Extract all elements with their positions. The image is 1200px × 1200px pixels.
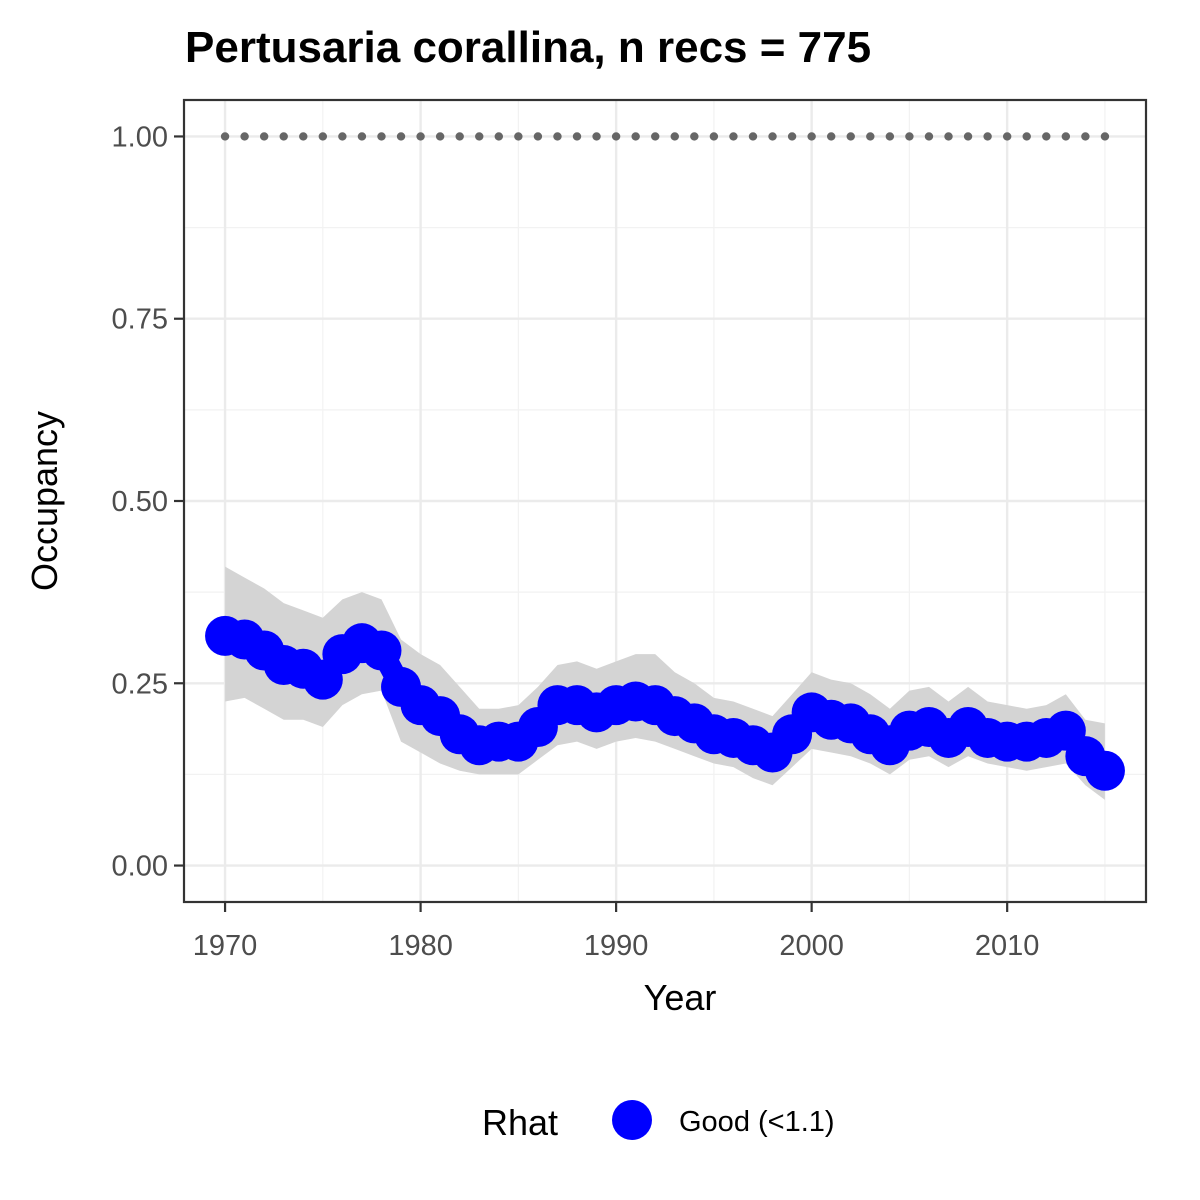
reference-dot: [279, 132, 288, 141]
reference-dot: [1002, 132, 1012, 141]
y-tick-label: 0.00: [112, 851, 168, 883]
reference-dot: [533, 132, 543, 141]
reference-dot: [416, 132, 425, 141]
reference-dot: [220, 132, 230, 141]
reference-dot: [299, 132, 308, 141]
axes: 1970 1980 1990 2000 2010 0.00 0.25 0.50 0.75 1.00: [112, 121, 1040, 962]
reference-dot: [1042, 132, 1051, 141]
y-tick-label: 0.50: [112, 486, 168, 518]
reference-dot: [905, 132, 914, 141]
x-tick-label: 1980: [388, 930, 453, 962]
reference-dot: [1081, 132, 1090, 141]
reference-dot: [318, 132, 328, 141]
reference-dot: [611, 132, 621, 141]
x-tick-label: 1990: [584, 930, 649, 962]
series-point: [1084, 750, 1125, 791]
reference-dot: [338, 132, 347, 141]
y-tick-label: 0.25: [112, 668, 168, 700]
x-tick-label: 2000: [779, 930, 844, 962]
x-axis-title: Year: [644, 977, 717, 1018]
reference-dot: [983, 132, 992, 141]
reference-dot: [807, 132, 816, 141]
reference-dot: [690, 132, 699, 141]
reference-dot: [651, 132, 660, 141]
reference-dot: [475, 132, 484, 141]
reference-dot: [631, 132, 640, 141]
reference-dot: [885, 132, 895, 141]
series-point: [361, 630, 402, 671]
reference-dot: [377, 132, 386, 141]
reference-dot: [846, 132, 855, 141]
y-tick-label: 1.00: [112, 121, 168, 153]
reference-dot: [768, 132, 777, 141]
reference-dot: [1100, 132, 1110, 141]
reference-dot: [709, 132, 719, 141]
reference-dot: [729, 132, 738, 141]
reference-dot: [435, 132, 445, 141]
y-tick-label: 0.75: [112, 304, 168, 336]
reference-dot: [514, 132, 523, 141]
reference-dot: [1022, 132, 1031, 141]
reference-dot: [357, 132, 367, 141]
reference-dot: [259, 132, 269, 141]
reference-dot: [240, 132, 249, 141]
occupancy-series: [205, 615, 1125, 791]
x-tick-label: 1970: [193, 930, 258, 962]
x-tick-label: 2010: [975, 930, 1040, 962]
reference-dot: [396, 132, 406, 141]
legend-title: Rhat: [482, 1102, 558, 1143]
reference-dot: [455, 132, 464, 141]
reference-dot: [944, 132, 953, 141]
legend-key-good: [612, 1100, 652, 1140]
y-axis-title: Occupancy: [24, 411, 65, 591]
chart-title: Pertusaria corallina, n recs = 775: [185, 23, 871, 72]
reference-dot: [826, 132, 836, 141]
reference-dot: [494, 132, 504, 141]
reference-dot: [748, 132, 758, 141]
reference-dot: [572, 132, 582, 141]
legend-label-good: Good (<1.1): [679, 1106, 835, 1138]
reference-dot: [924, 132, 934, 141]
reference-dot: [592, 132, 601, 141]
reference-dot: [787, 132, 797, 141]
reference-dot: [1061, 132, 1071, 141]
reference-dot: [866, 132, 875, 141]
reference-line: [220, 132, 1110, 141]
reference-dot: [670, 132, 679, 141]
legend: Rhat Good (<1.1): [482, 1100, 835, 1143]
reference-dot: [963, 132, 973, 141]
reference-dot: [553, 132, 562, 141]
